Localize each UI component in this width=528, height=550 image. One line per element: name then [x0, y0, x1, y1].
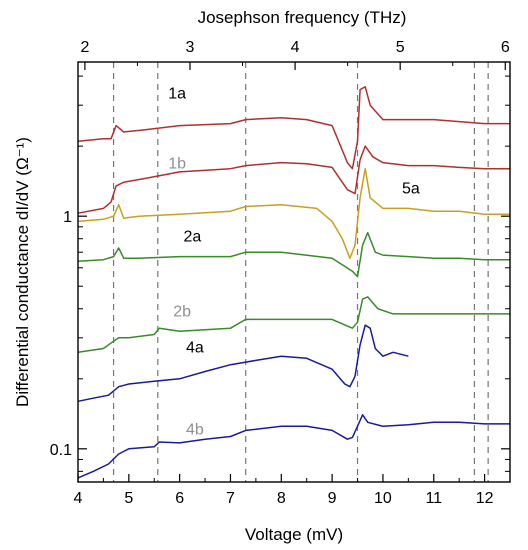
y-tick-label: 0.1	[50, 442, 72, 459]
series-label-2a: 2a	[183, 228, 201, 245]
series-label-5a: 5a	[402, 181, 420, 198]
series-line-2a	[77, 231, 510, 278]
top-axis-title: Josephson frequency (THz)	[198, 8, 407, 27]
plot-frame	[77, 61, 511, 483]
x-tick-label: 12	[476, 490, 494, 507]
tick-labels: 4 5 6 7 8 9 10 11 12 2 3 4 5 6 0.1 1	[50, 39, 510, 507]
x-axis-title: Voltage (mV)	[245, 525, 343, 544]
series-line-1a	[77, 86, 510, 170]
series-labels: 1a 1b 2a 2b 4a 4b 5a	[168, 86, 420, 439]
x-tick-label: 4	[74, 490, 83, 507]
series-line-4a	[77, 324, 409, 403]
x-tick-label: 8	[277, 490, 286, 507]
x-tick-label: 11	[425, 490, 442, 507]
x-tick-label: 9	[328, 490, 337, 507]
y-axis-title: Differential conductance dI/dV (Ω⁻¹)	[13, 137, 32, 407]
series-line-1b	[77, 145, 510, 214]
series-curves	[77, 86, 510, 479]
x-tick-label: 7	[226, 490, 235, 507]
x-tick-label: 5	[124, 490, 133, 507]
series-label-4a: 4a	[186, 339, 204, 356]
series-label-2b: 2b	[173, 304, 191, 321]
series-label-4b: 4b	[186, 422, 204, 439]
series-line-5a	[77, 167, 510, 259]
series-line-2b	[77, 296, 510, 354]
x2-tick-label: 4	[291, 39, 300, 56]
x2-tick-label: 6	[501, 39, 510, 56]
series-label-1a: 1a	[168, 86, 186, 103]
x-tick-label: 10	[374, 490, 392, 507]
y-tick-label: 1	[63, 209, 72, 226]
series-label-1b: 1b	[168, 156, 186, 173]
x2-tick-label: 2	[80, 39, 89, 56]
series-line-4b	[77, 414, 510, 479]
x2-tick-label: 3	[186, 39, 195, 56]
dashed-reference-lines	[112, 62, 489, 482]
axis-ticks	[77, 62, 510, 482]
x2-tick-label: 5	[396, 39, 405, 56]
x-tick-label: 6	[175, 490, 184, 507]
